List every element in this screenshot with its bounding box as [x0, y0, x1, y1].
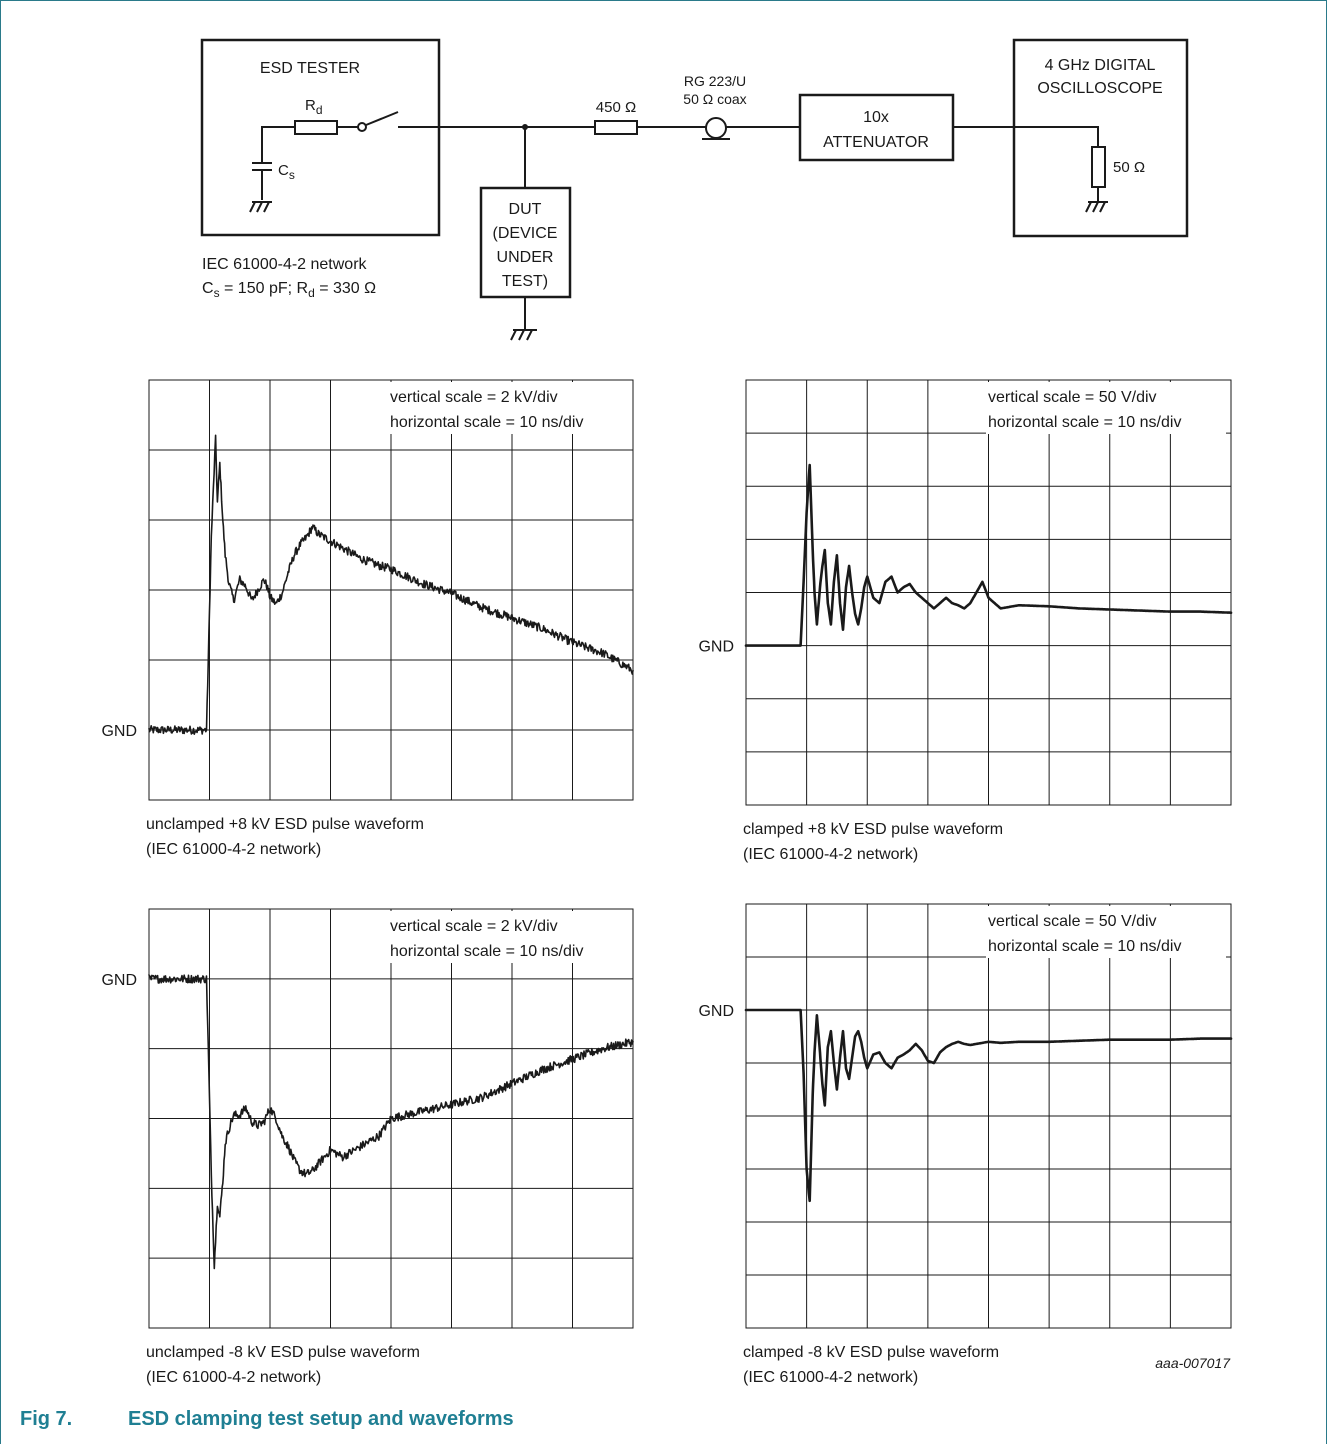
figure-caption: Fig 7. ESD clamping test setup and wavefo… — [20, 1408, 514, 1431]
gnd-label: GND — [698, 639, 734, 656]
horizontal-scale-label: horizontal scale = 10 ns/div — [390, 943, 583, 960]
dut-line-2: (DEVICE — [493, 225, 558, 242]
vertical-scale-label: vertical scale = 50 V/div — [988, 913, 1157, 930]
dut-line-3: UNDER — [497, 249, 554, 266]
figure-title: ESD clamping test setup and waveforms — [128, 1408, 514, 1430]
scope-wire — [953, 126, 1099, 147]
network-label-line2: Cs = 150 pF; Rd = 330 Ω — [202, 280, 376, 300]
figure-id: aaa-007017 — [1155, 1355, 1231, 1371]
vertical-scale-label: vertical scale = 2 kV/div — [390, 918, 558, 935]
waveform-trace — [744, 463, 1233, 647]
resistor-450 — [594, 120, 638, 135]
waveform-trace — [744, 1008, 1233, 1203]
scope-ground-icon — [1085, 201, 1108, 213]
scale-box — [388, 382, 628, 434]
scale-box — [388, 911, 628, 963]
esd-tester-box — [200, 38, 441, 237]
scope-line-1: 4 GHz DIGITAL — [1045, 57, 1156, 74]
scope-panel-clamped-negative: vertical scale = 50 V/div horizontal scal… — [698, 903, 1233, 1386]
esd-tester-title: ESD TESTER — [260, 60, 360, 77]
cs-capacitor — [252, 162, 272, 200]
switch-contact — [357, 122, 367, 132]
tester-wire-left — [261, 126, 295, 163]
waveform-title: unclamped -8 kV ESD pulse waveform — [146, 1344, 420, 1361]
scope-panel-unclamped-positive: vertical scale = 2 kV/div horizontal scal… — [101, 379, 634, 858]
gnd-label: GND — [698, 1003, 734, 1020]
tester-ground-icon — [249, 201, 272, 213]
dut-line-1: DUT — [509, 201, 542, 218]
dut-ground-icon — [510, 329, 537, 341]
scope-resistor-label: 50 Ω — [1113, 159, 1145, 176]
rd-resistor — [294, 120, 338, 135]
waveform-title: unclamped +8 kV ESD pulse waveform — [146, 816, 424, 833]
horizontal-scale-label: horizontal scale = 10 ns/div — [988, 414, 1181, 431]
switch-arm — [365, 111, 399, 126]
rd-label: Rd — [305, 97, 323, 117]
resistor-450-label: 450 Ω — [596, 99, 636, 116]
figure-number: Fig 7. — [20, 1408, 73, 1430]
waveform-title: clamped -8 kV ESD pulse waveform — [743, 1344, 999, 1361]
waveform-title: clamped +8 kV ESD pulse waveform — [743, 821, 1003, 838]
scale-box — [986, 906, 1226, 958]
waveform-subtitle: (IEC 61000-4-2 network) — [743, 846, 918, 863]
horizontal-scale-label: horizontal scale = 10 ns/div — [988, 938, 1181, 955]
waveform-subtitle: (IEC 61000-4-2 network) — [743, 1369, 918, 1386]
scale-box — [986, 382, 1226, 434]
waveform-trace — [148, 974, 634, 1270]
waveform-trace — [148, 434, 634, 735]
scope-resistor — [1091, 146, 1106, 188]
scope-panel-unclamped-negative: vertical scale = 2 kV/div horizontal scal… — [101, 908, 634, 1386]
attenuator-line-2: ATTENUATOR — [823, 134, 929, 151]
cs-label: Cs — [278, 162, 295, 182]
network-label-line1: IEC 61000-4-2 network — [202, 256, 368, 273]
waveform-subtitle: (IEC 61000-4-2 network) — [146, 1369, 321, 1386]
gnd-label: GND — [101, 972, 137, 989]
scope-panel-clamped-positive: vertical scale = 50 V/div horizontal scal… — [698, 379, 1233, 863]
horizontal-scale-label: horizontal scale = 10 ns/div — [390, 414, 583, 431]
gnd-label: GND — [101, 723, 137, 740]
test-setup-schematic: ESD TESTER Rd Cs IEC 61000-4-2 network C… — [200, 38, 1189, 341]
dut-line-4: TEST) — [502, 273, 548, 290]
coax-label-line1: RG 223/U — [684, 73, 746, 89]
coax-icon — [705, 117, 727, 139]
attenuator-line-1: 10x — [863, 109, 889, 126]
attenuator-box — [798, 93, 955, 162]
vertical-scale-label: vertical scale = 2 kV/div — [390, 389, 558, 406]
scope-line-2: OSCILLOSCOPE — [1037, 80, 1162, 97]
coax-label-line2: 50 Ω coax — [683, 91, 746, 107]
waveform-subtitle: (IEC 61000-4-2 network) — [146, 841, 321, 858]
waveform-plots: vertical scale = 2 kV/div horizontal scal… — [101, 379, 1233, 1386]
vertical-scale-label: vertical scale = 50 V/div — [988, 389, 1157, 406]
oscilloscope-box — [1012, 38, 1189, 238]
figure-canvas: ESD TESTER Rd Cs IEC 61000-4-2 network C… — [101, 38, 1233, 1386]
